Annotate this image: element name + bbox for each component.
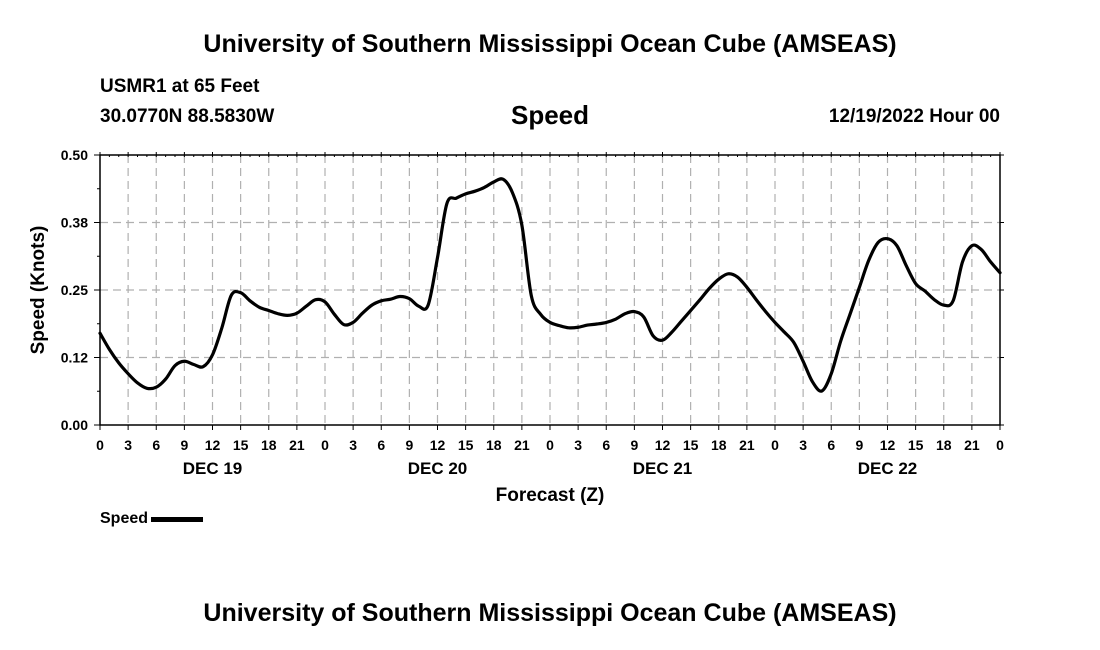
x-tick-label: 12 bbox=[655, 437, 671, 453]
coordinates-label: 30.0770N 88.5830W bbox=[100, 106, 275, 127]
x-tick-label: 18 bbox=[936, 437, 952, 453]
legend-swatch bbox=[151, 516, 204, 522]
x-tick-label: 3 bbox=[124, 437, 132, 453]
variable-title: Speed bbox=[510, 100, 590, 130]
x-tick-label: 9 bbox=[630, 437, 638, 453]
x-tick-label: 18 bbox=[261, 437, 277, 453]
x-tick-label: 18 bbox=[711, 437, 727, 453]
day-label: DEC 21 bbox=[633, 459, 693, 478]
y-tick-label: 0.38 bbox=[61, 215, 88, 231]
x-tick-label: 9 bbox=[180, 437, 188, 453]
x-tick-label: 6 bbox=[827, 437, 835, 453]
x-tick-label: 9 bbox=[855, 437, 863, 453]
x-tick-label: 15 bbox=[683, 437, 699, 453]
x-tick-label: 0 bbox=[546, 437, 554, 453]
x-tick-label: 15 bbox=[233, 437, 249, 453]
x-tick-label: 18 bbox=[486, 437, 502, 453]
axis-ticks bbox=[94, 152, 1004, 430]
plot-frame bbox=[99, 154, 1001, 426]
x-tick-label: 3 bbox=[799, 437, 807, 453]
legend-label: Speed bbox=[100, 510, 149, 527]
tick-labels: 0 3 6 9 12 15 18 21 0 3 6 9 12 15 18 21 0 3 6 9 12 15 18 21 0 3 6 9… bbox=[61, 147, 1004, 478]
x-tick-label: 6 bbox=[377, 437, 385, 453]
x-tick-label: 21 bbox=[964, 437, 980, 453]
x-tick-label: 3 bbox=[349, 437, 357, 453]
x-tick-label: 0 bbox=[96, 437, 104, 453]
x-tick-label: 9 bbox=[405, 437, 413, 453]
x-tick-label: 6 bbox=[152, 437, 160, 453]
x-tick-label: 3 bbox=[574, 437, 582, 453]
day-label: DEC 22 bbox=[858, 459, 918, 478]
day-label: DEC 20 bbox=[408, 459, 468, 478]
x-tick-label: 0 bbox=[771, 437, 779, 453]
y-tick-label: 0.12 bbox=[61, 350, 88, 366]
y-axis-label: Speed (Knots) bbox=[28, 226, 49, 355]
y-tick-label: 0.25 bbox=[61, 282, 88, 298]
x-tick-label: 21 bbox=[514, 437, 530, 453]
x-tick-label: 21 bbox=[739, 437, 755, 453]
series-line-speed bbox=[98, 177, 1002, 393]
x-tick-label: 0 bbox=[996, 437, 1004, 453]
chart-title: University of Southern Mississippi Ocean… bbox=[203, 30, 897, 58]
x-tick-label: 15 bbox=[908, 437, 924, 453]
x-axis-label: Forecast (Z) bbox=[496, 485, 605, 506]
y-tick-label: 0.00 bbox=[61, 417, 88, 433]
x-tick-label: 21 bbox=[289, 437, 305, 453]
legend: Speed bbox=[100, 510, 204, 528]
x-tick-label: 12 bbox=[880, 437, 896, 453]
station-label: USMR1 at 65 Feet bbox=[100, 76, 260, 97]
footer-title: University of Southern Mississippi Ocean… bbox=[203, 599, 897, 627]
run-time-label: 12/19/2022 Hour 00 bbox=[828, 106, 1000, 127]
y-tick-label: 0.50 bbox=[61, 147, 88, 163]
grid-lines bbox=[100, 155, 1000, 425]
x-tick-label: 15 bbox=[458, 437, 474, 453]
x-tick-label: 0 bbox=[321, 437, 329, 453]
x-tick-label: 12 bbox=[430, 437, 446, 453]
x-tick-label: 6 bbox=[602, 437, 610, 453]
day-label: DEC 19 bbox=[183, 459, 243, 478]
x-tick-label: 12 bbox=[205, 437, 221, 453]
series-layer bbox=[98, 177, 1002, 393]
